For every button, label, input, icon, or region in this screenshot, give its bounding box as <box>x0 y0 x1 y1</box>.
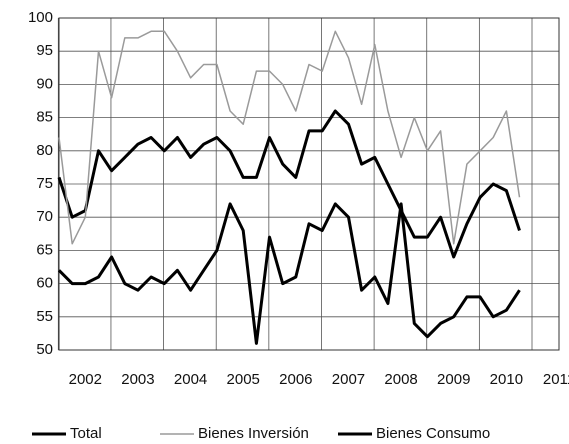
y-tick-label: 100 <box>28 9 53 26</box>
x-tick-label: 2003 <box>121 371 154 388</box>
legend-label: Bienes Consumo <box>376 425 490 442</box>
y-tick-label: 50 <box>36 341 53 358</box>
y-tick-label: 65 <box>36 241 53 258</box>
line-series <box>58 30 521 245</box>
legend-label: Bienes Inversión <box>198 425 309 442</box>
y-tick-label: 85 <box>36 109 53 126</box>
x-tick-label: 2006 <box>279 371 312 388</box>
x-tick-label: 2008 <box>384 371 417 388</box>
y-tick-label: 70 <box>36 208 53 225</box>
y-tick-label: 95 <box>36 42 53 59</box>
line-series <box>57 109 521 259</box>
y-tick-label: 75 <box>36 175 53 192</box>
y-tick-label: 80 <box>36 142 53 159</box>
x-tick-label: 2005 <box>227 371 260 388</box>
y-tick-label: 55 <box>36 308 53 325</box>
y-tick-label: 90 <box>36 75 53 92</box>
x-tick-label: 2010 <box>490 371 523 388</box>
plot-frame <box>58 17 560 351</box>
x-tick-label: 2009 <box>437 371 470 388</box>
legend-label: Total <box>70 425 102 442</box>
x-tick-label: 2011 <box>543 371 569 388</box>
x-tick-label: 2002 <box>69 371 102 388</box>
line-series <box>57 202 521 345</box>
y-tick-label: 60 <box>36 275 53 292</box>
x-tick-label: 2007 <box>332 371 365 388</box>
x-tick-label: 2004 <box>174 371 207 388</box>
